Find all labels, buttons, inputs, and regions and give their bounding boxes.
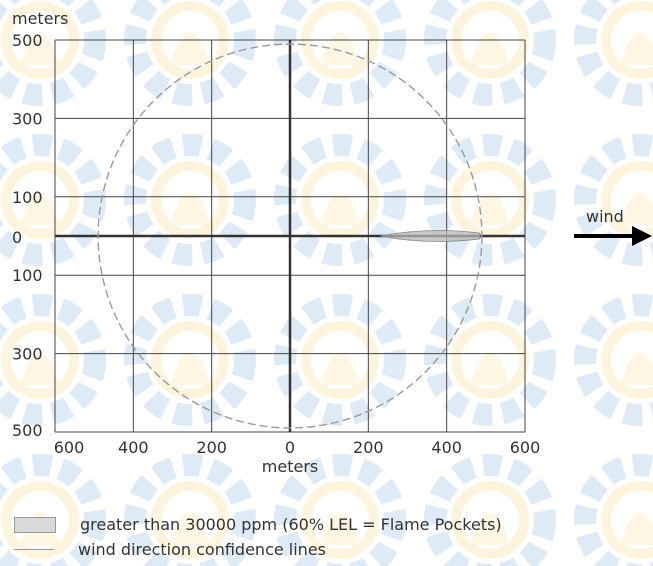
watermark-emblem-icon xyxy=(124,454,256,566)
watermark-emblem-icon xyxy=(574,454,653,566)
watermark-emblem-icon xyxy=(274,454,406,566)
y-tick-label: 100 xyxy=(12,188,43,207)
x-tick-label: 200 xyxy=(353,438,384,457)
legend-label: wind direction confidence lines xyxy=(78,540,326,559)
y-tick-label: 300 xyxy=(12,109,43,128)
x-axis-label: meters xyxy=(262,457,318,476)
y-tick-labels: 500 300 100 0 100 300 500 xyxy=(12,31,43,440)
y-axis-label: meters xyxy=(12,9,68,28)
legend-label: greater than 30000 ppm (60% LEL = Flame … xyxy=(80,515,502,534)
y-tick-label: 300 xyxy=(12,345,43,364)
watermark-emblem-icon xyxy=(574,294,653,426)
wind-arrow-icon xyxy=(574,226,652,246)
watermark-emblem-icon xyxy=(424,294,556,426)
watermark-emblem-icon xyxy=(0,294,106,426)
x-tick-labels: 600 400 200 0 200 400 600 xyxy=(54,438,541,457)
x-tick-label: 400 xyxy=(118,438,149,457)
x-tick-label: 200 xyxy=(196,438,227,457)
legend-swatch-shaded xyxy=(14,516,56,533)
y-tick-label: 500 xyxy=(12,31,43,50)
watermark-emblem-icon xyxy=(0,134,106,266)
watermark-emblem-icon xyxy=(424,454,556,566)
flame-pocket-zone xyxy=(380,230,481,242)
y-tick-label: 500 xyxy=(12,421,43,440)
wind-confidence-circle xyxy=(97,43,483,429)
wind-label: wind xyxy=(586,207,624,226)
watermark-emblem-icon xyxy=(274,294,406,426)
y-tick-label: 100 xyxy=(12,266,43,285)
x-tick-label: 400 xyxy=(431,438,462,457)
watermark-emblem-icon xyxy=(274,134,406,266)
watermark-emblem-icon xyxy=(124,134,256,266)
x-tick-label: 0 xyxy=(285,438,295,457)
watermark-emblem-icon xyxy=(124,294,256,426)
legend-item-confidence-lines: wind direction confidence lines xyxy=(14,540,326,559)
legend-swatch-line xyxy=(14,549,54,550)
x-tick-label: 600 xyxy=(54,438,85,457)
y-tick-label: 0 xyxy=(12,228,22,247)
x-tick-label: 600 xyxy=(510,438,541,457)
watermark-emblem-icon xyxy=(424,134,556,266)
legend-item-flame-pockets: greater than 30000 ppm (60% LEL = Flame … xyxy=(14,515,502,534)
watermark-emblem-icon xyxy=(574,0,653,106)
